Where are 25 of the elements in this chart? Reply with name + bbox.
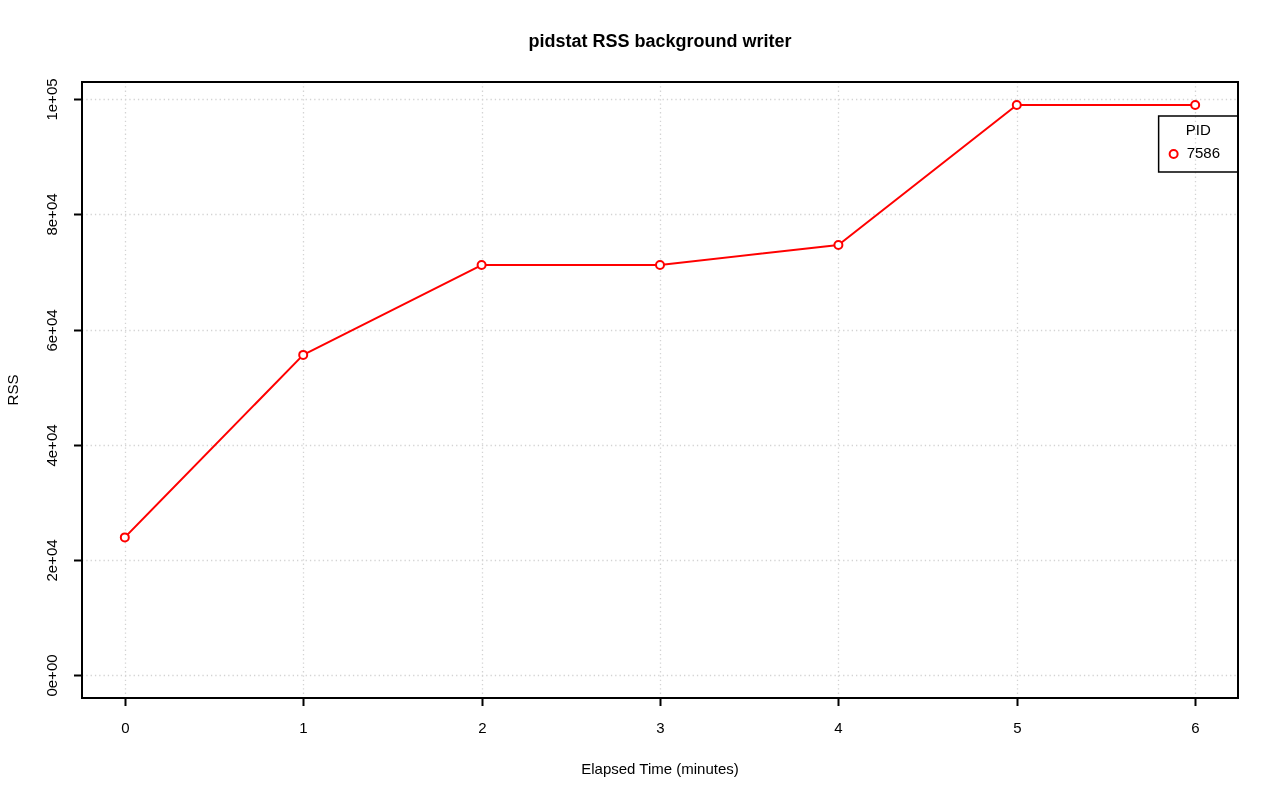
point [298, 349, 309, 360]
x-axis-title: Elapsed Time (minutes) [581, 760, 739, 778]
y-tick-label: 4e+04 [42, 424, 60, 467]
point [833, 239, 844, 250]
y-tick-label: 6e+04 [42, 309, 60, 352]
x-tick-label: 0 [121, 719, 130, 737]
point [476, 260, 487, 271]
chart-title: pidstat RSS background writer [528, 30, 792, 51]
legend-title: PID [1185, 121, 1211, 139]
x-tick-label: 6 [1191, 719, 1200, 737]
x-tick-label: 4 [834, 719, 843, 737]
legend-label: 7586 [1186, 144, 1221, 162]
point [655, 260, 665, 271]
y-axis-title: RSS [4, 374, 22, 406]
x-tick-label: 5 [1013, 719, 1022, 737]
y-tick-label: 8e+04 [42, 193, 60, 236]
y-tick-label: 2e+04 [42, 539, 60, 582]
point [119, 532, 130, 543]
x-tick-label: 1 [299, 719, 308, 737]
point [1190, 100, 1201, 111]
x-tick-label: 3 [656, 719, 665, 737]
x-tick-label: 2 [478, 719, 487, 737]
y-tick-label: 0e+00 [42, 654, 60, 697]
point [1011, 100, 1022, 111]
y-tick-label: 1e+05 [42, 78, 60, 121]
